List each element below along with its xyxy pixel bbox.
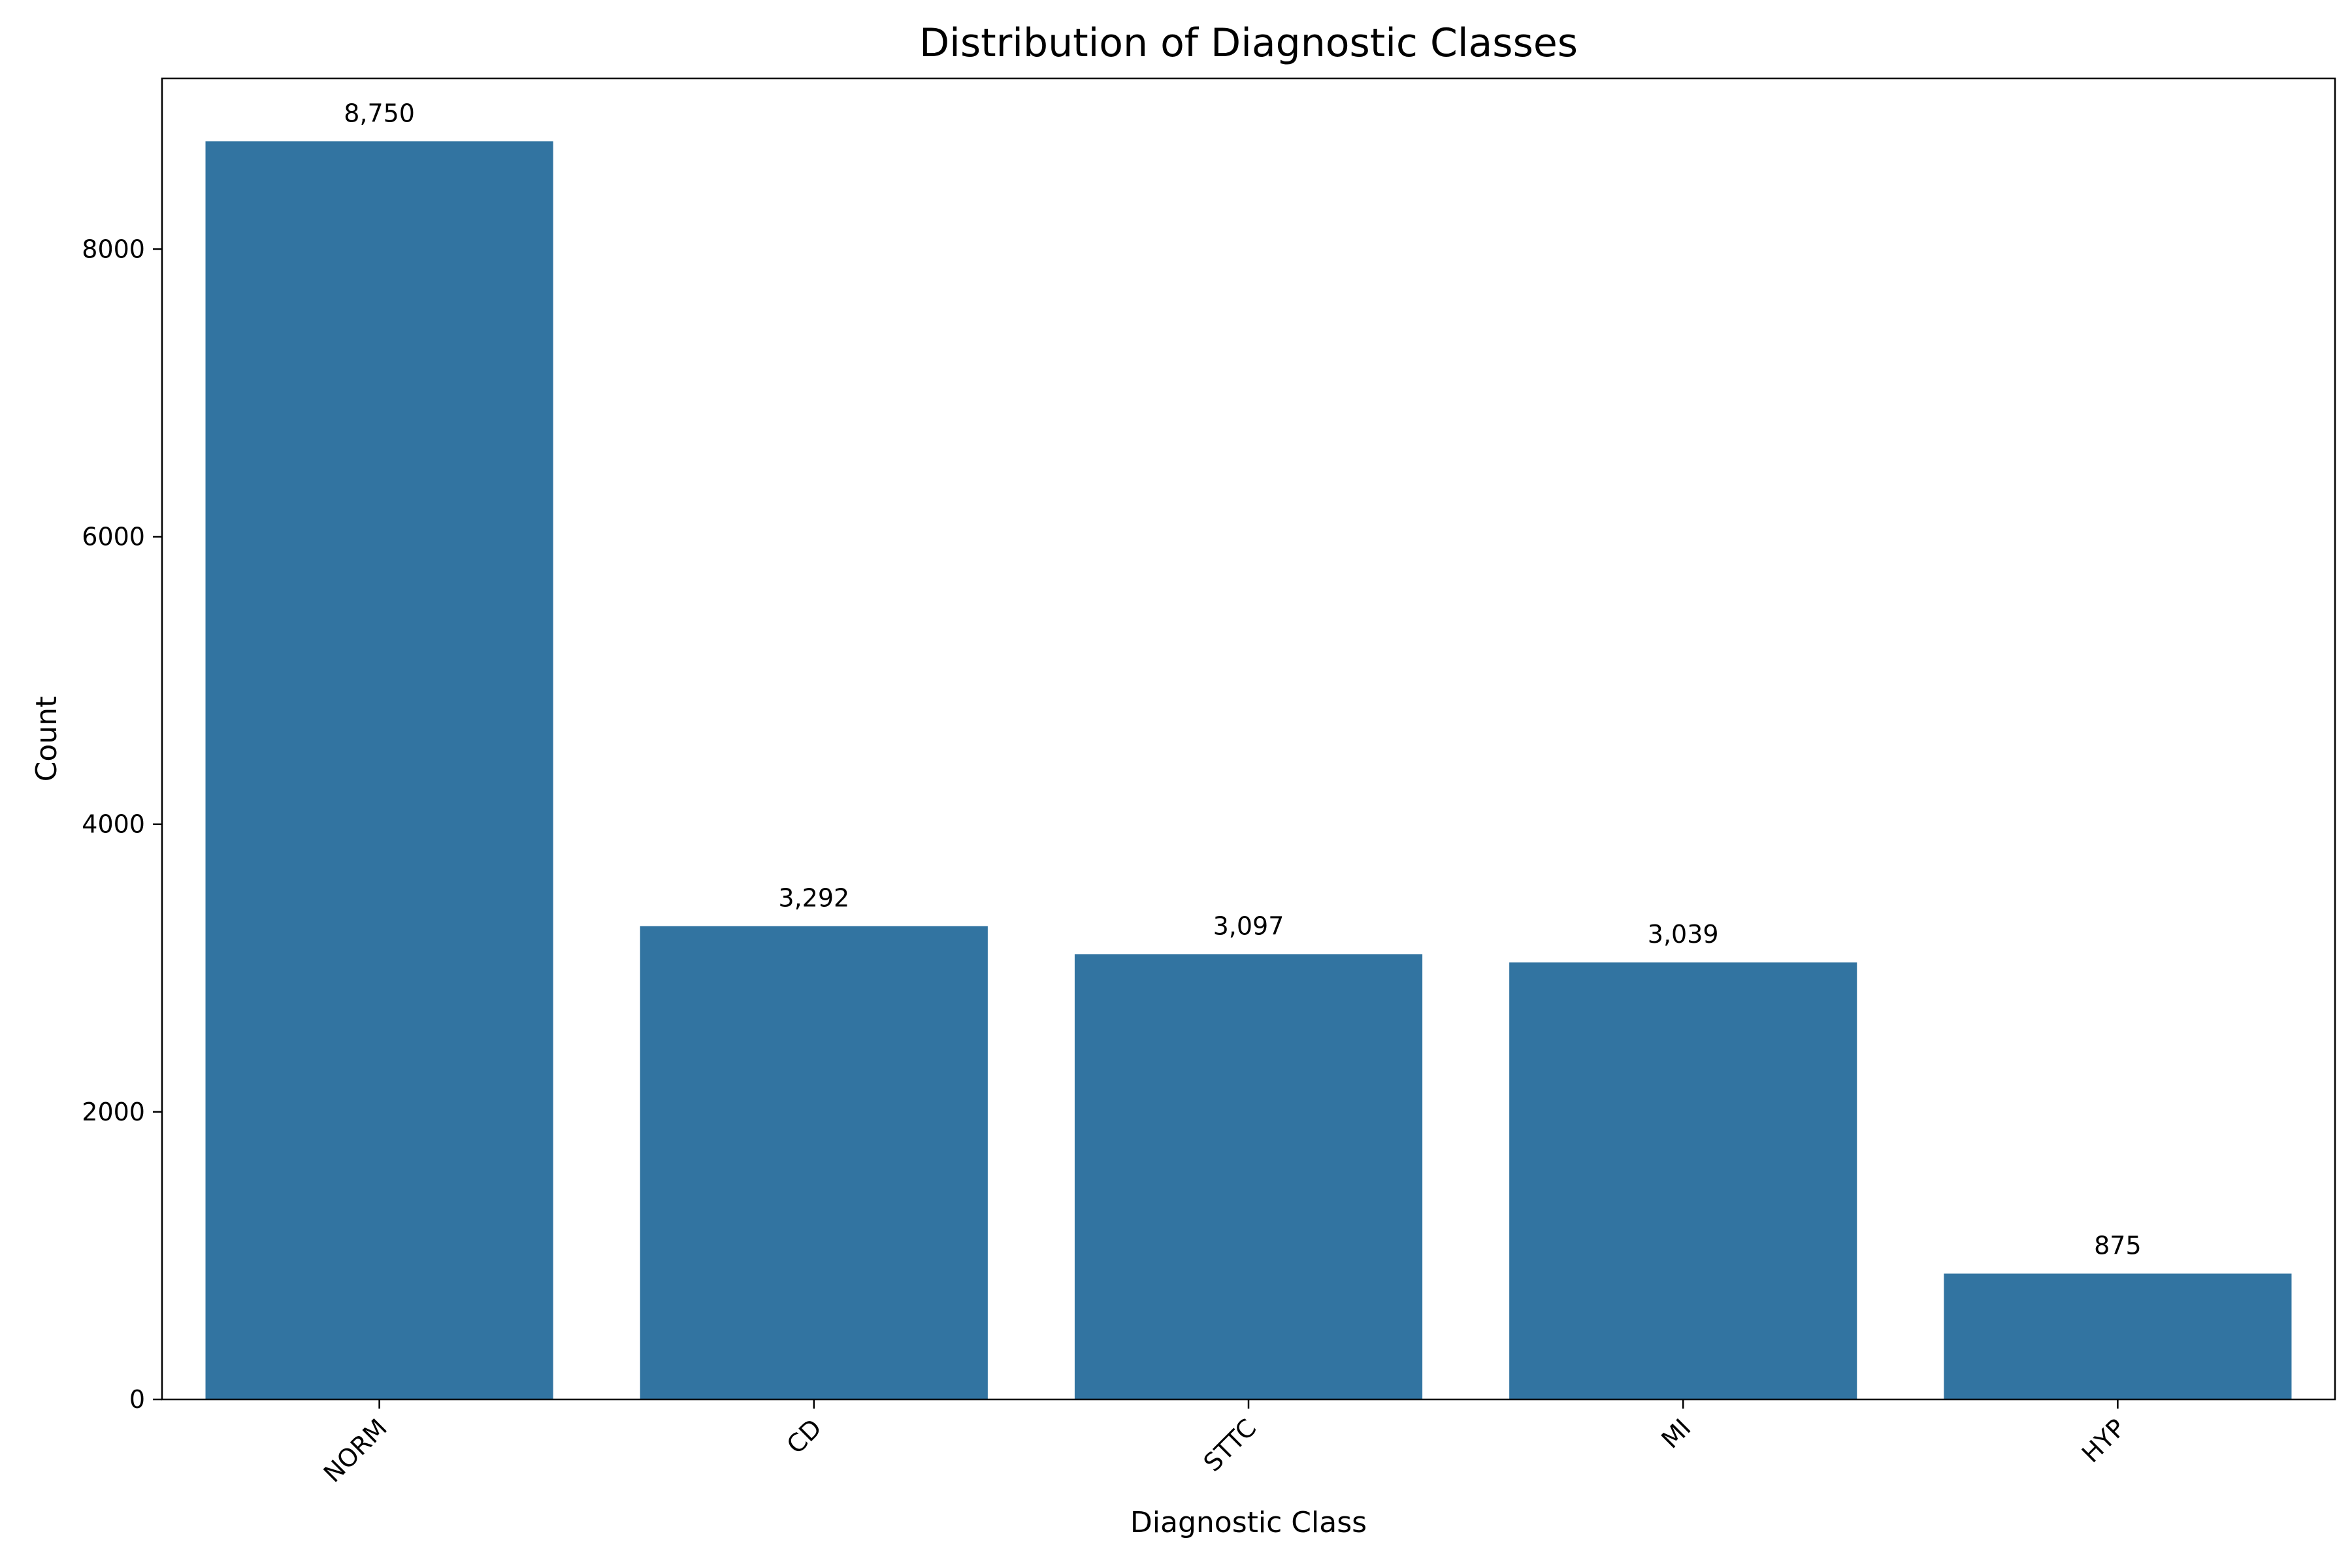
bar-mi <box>1509 962 1857 1399</box>
y-axis-label: Count <box>30 696 63 782</box>
value-labels-layer: 8,750 3,292 3,097 3,039 875 <box>344 99 2141 1260</box>
plot-frame <box>161 77 2336 1401</box>
y-tick-label: 4000 <box>82 810 145 839</box>
bar-sttc <box>1074 954 1423 1399</box>
y-tick-label: 6000 <box>82 523 145 551</box>
y-tick-label: 8000 <box>82 235 145 263</box>
bar-hyp <box>1944 1273 2292 1399</box>
value-label: 3,039 <box>1648 920 1719 949</box>
value-label: 3,292 <box>778 883 849 912</box>
x-axis-label: Diagnostic Class <box>1130 1506 1367 1539</box>
value-label: 3,097 <box>1213 911 1284 940</box>
y-tick-label: 2000 <box>82 1098 145 1126</box>
chart-title: Distribution of Diagnostic Classes <box>919 20 1578 66</box>
bars-layer <box>205 141 2292 1399</box>
y-tick-label: 0 <box>129 1385 145 1414</box>
value-label: 875 <box>2094 1231 2142 1260</box>
bar-cd <box>640 926 988 1399</box>
value-label: 8,750 <box>344 99 415 127</box>
y-axis-ticks: 0 2000 4000 6000 8000 <box>82 235 162 1414</box>
bar-norm <box>205 141 553 1399</box>
